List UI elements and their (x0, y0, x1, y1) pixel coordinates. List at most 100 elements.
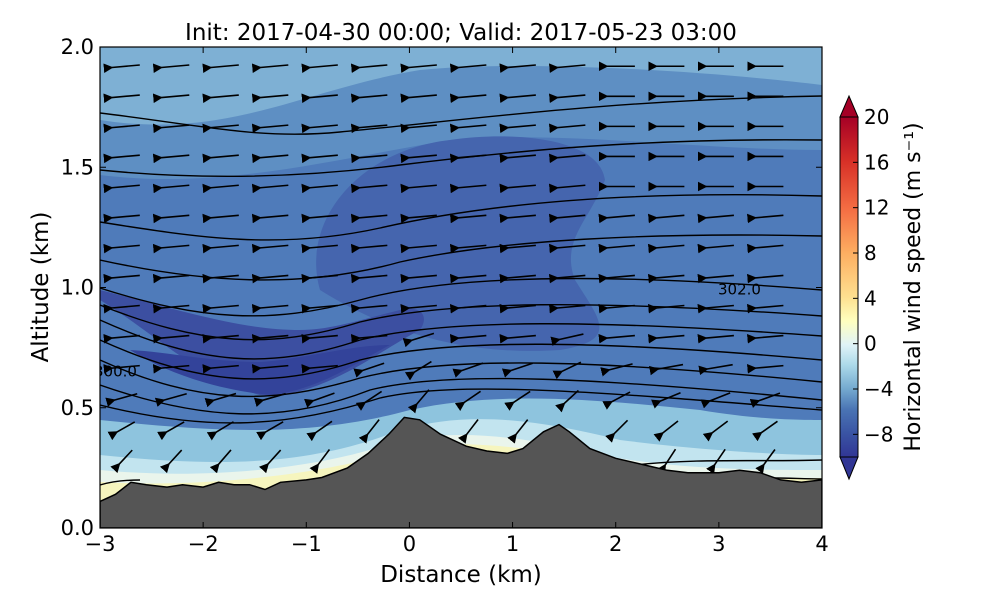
wind-arrow (449, 333, 487, 344)
wind-arrow (103, 123, 140, 134)
wind-arrow (202, 333, 239, 344)
wind-arrow (152, 243, 190, 254)
wind-arrow (301, 63, 338, 73)
colorbar-label: Horizontal wind speed (m s⁻¹) (901, 122, 926, 451)
wind-arrow (548, 303, 586, 314)
wind-arrow (103, 303, 140, 314)
wind-arrow (301, 303, 338, 314)
wind-arrow (697, 303, 734, 314)
wind-arrow (202, 213, 239, 224)
wind-arrow (747, 273, 784, 284)
wind-arrow (152, 333, 190, 344)
wind-arrow (350, 303, 388, 314)
wind-arrow (749, 392, 781, 408)
wind-arrow (653, 420, 679, 442)
isentrope-line (100, 139, 822, 178)
wind-arrow (152, 153, 190, 164)
wind-arrow (304, 392, 335, 408)
wind-arrow (209, 449, 232, 474)
wind-arrow (651, 392, 681, 409)
wind-arrow (400, 303, 437, 314)
wind-arrow (152, 183, 190, 194)
wind-arrow (647, 303, 685, 314)
colorbar-tick-label: 12 (864, 196, 889, 220)
isentrope-line (100, 193, 822, 241)
wind-arrow (157, 421, 185, 441)
wind-arrow (499, 243, 536, 254)
wind-arrow (402, 332, 435, 348)
wind-arrow (700, 392, 731, 409)
isentrope-label: 302.0 (718, 281, 761, 299)
wind-arrow (350, 213, 388, 224)
wind-arrow (449, 303, 487, 314)
colorbar-tick-label: 4 (864, 286, 877, 310)
wind-arrow (350, 243, 388, 254)
x-tick-label: 1 (506, 532, 519, 556)
wind-arrow (697, 333, 734, 344)
wind-arrow (747, 243, 784, 254)
wind-arrow (152, 123, 190, 134)
isentrope-line (100, 339, 822, 380)
isentrope-line (634, 459, 822, 466)
wind-arrow (702, 420, 729, 442)
wind-arrow (103, 153, 140, 164)
wind-arrow (404, 360, 432, 381)
wind-arrow (301, 364, 338, 374)
wind-arrow (454, 390, 482, 411)
wind-arrow (202, 123, 239, 134)
wind-arrow (159, 449, 183, 474)
wind-arrow (202, 364, 239, 374)
wind-arrow (152, 93, 190, 104)
wind-arrow (501, 362, 533, 378)
wind-arrow (251, 364, 289, 374)
colorbar-tick-label: 16 (864, 150, 889, 174)
wind-arrow (103, 333, 140, 344)
wind-arrow (251, 213, 289, 224)
wind-arrow (103, 213, 140, 224)
x-tick-label: −1 (291, 532, 322, 556)
wind-arrow (600, 363, 633, 377)
wind-arrow (598, 243, 635, 254)
wind-arrow (202, 273, 239, 284)
wind-arrow (555, 389, 579, 413)
wind-arrow (202, 303, 239, 314)
wind-arrow (647, 243, 685, 254)
wind-arrow (400, 93, 437, 104)
x-tick-label: 4 (815, 532, 828, 556)
wind-arrow (649, 363, 684, 376)
wind-arrow (301, 213, 338, 224)
wind-arrow (251, 153, 289, 164)
wind-arrow (548, 93, 586, 104)
x-tick-label: 3 (712, 532, 725, 556)
wind-arrow (152, 213, 190, 224)
wind-arrow (548, 183, 586, 194)
wind-arrow (358, 419, 380, 444)
y-axis: 0.0 0.5 1.0 1.5 2.0 (61, 35, 822, 540)
wind-arrow (301, 123, 338, 134)
wind-arrow (350, 153, 388, 164)
wind-arrow (202, 63, 239, 73)
wind-arrow (452, 362, 484, 378)
wind-arrow (353, 362, 385, 378)
wind-arrow (103, 243, 140, 254)
x-tick-label: 2 (609, 532, 622, 556)
wind-arrow (301, 153, 338, 164)
isentrope-labels: 300.0 302.0 (100, 281, 761, 381)
wind-arrow (755, 449, 776, 474)
wind-arrow (449, 273, 487, 284)
wind-arrow (103, 183, 140, 194)
wind-arrow (251, 333, 289, 344)
wind-arrow (152, 303, 190, 314)
wind-arrow (504, 390, 531, 411)
wind-arrow (253, 392, 286, 407)
wind-arrow (152, 63, 190, 73)
wind-arrow (350, 63, 388, 73)
x-axis-label: Distance (km) (380, 562, 542, 588)
wind-arrow (449, 123, 487, 134)
wind-arrow (259, 449, 282, 474)
wind-arrow (350, 333, 388, 344)
wind-arrow (407, 389, 430, 414)
wind-arrow (449, 153, 487, 164)
wind-arrow (605, 419, 629, 443)
wind-arrow (449, 93, 487, 104)
